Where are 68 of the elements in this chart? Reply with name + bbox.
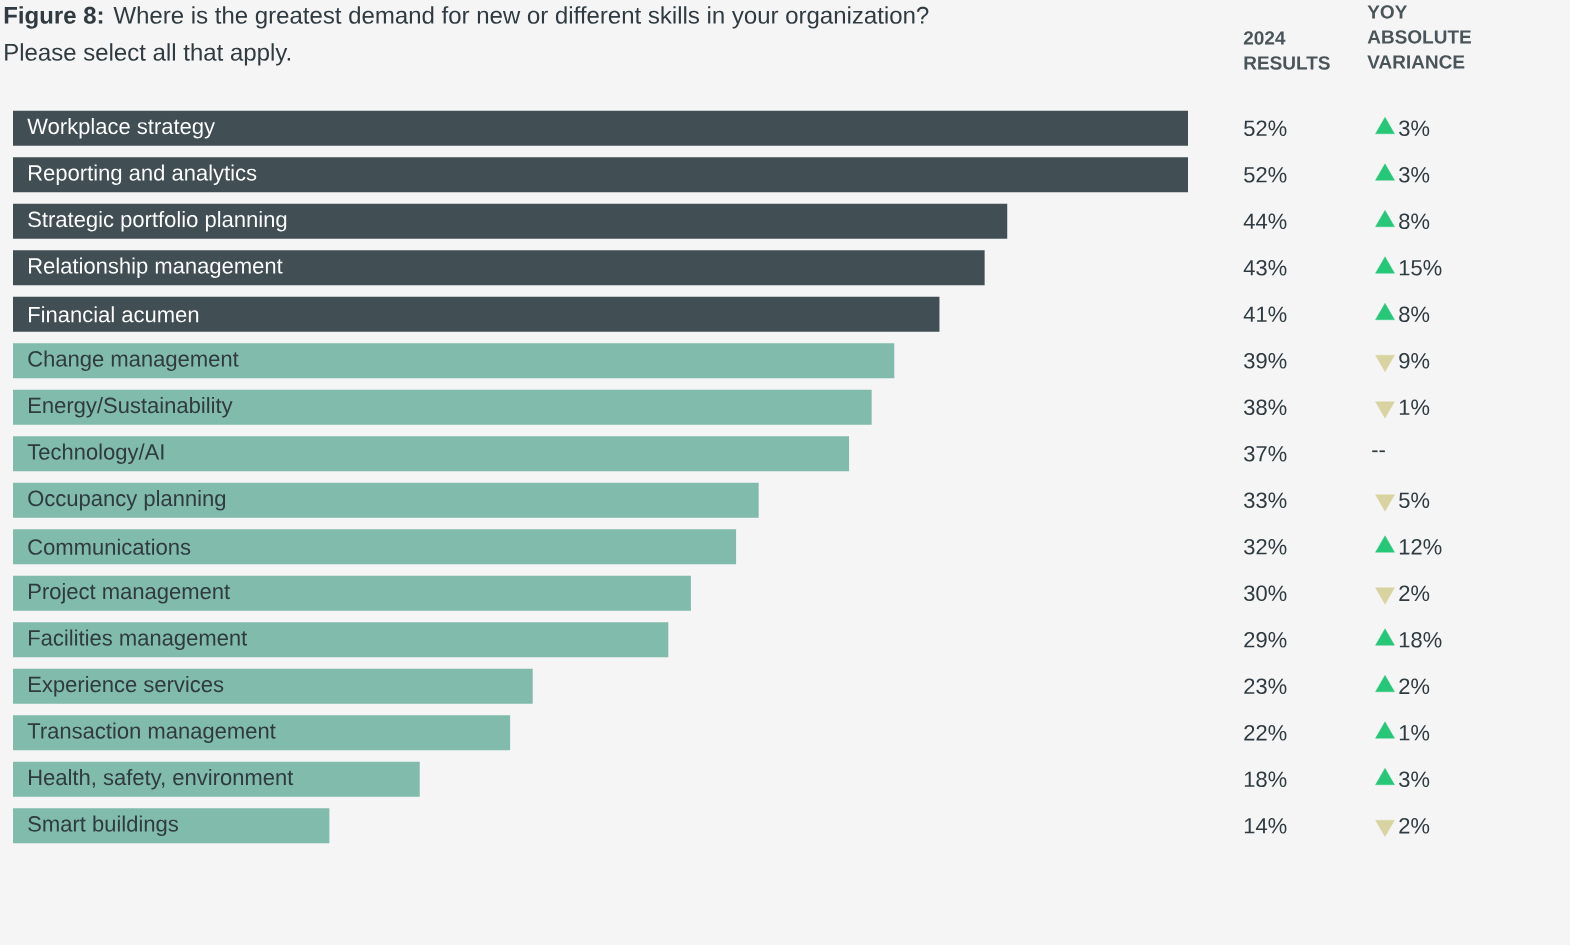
bar [13, 668, 533, 704]
category-label: Transaction management [27, 722, 276, 744]
data-label: 3% [1399, 166, 1430, 183]
data-label: 2% [1399, 585, 1430, 602]
data-label: 38% [1244, 399, 1287, 416]
data-label: 33% [1244, 492, 1287, 509]
category-label: Facilities management [29, 629, 248, 651]
data-label: 23% [1244, 678, 1287, 695]
text: YOY ABSOLUTE VARIANCE [1367, 5, 1471, 69]
data-label: 22% [1244, 725, 1287, 741]
category-label: Occupancy planning [28, 490, 226, 511]
bar [13, 529, 737, 565]
bar [13, 761, 420, 797]
category-label: Experience services [29, 676, 224, 697]
bar [13, 389, 872, 425]
data-label: 2% [1399, 818, 1430, 834]
data-label: 32% [1244, 538, 1287, 555]
category-label: Project management [29, 583, 230, 604]
category-label: Energy/Sustainability [29, 397, 233, 418]
data-label: 52% [1244, 166, 1287, 183]
data-label: 1% [1399, 399, 1430, 415]
data-label: 18% [1399, 631, 1442, 648]
data-label: 8% [1399, 306, 1430, 323]
data-label: 12% [1399, 539, 1442, 555]
bar [13, 808, 330, 844]
chart-title: Figure 8: Where is the greatest demand for new or different skills in your organization? [4, 6, 929, 29]
data-label: 18% [1244, 771, 1287, 788]
data-label: 3% [1399, 771, 1430, 788]
bar [13, 482, 759, 518]
data-label: 1% [1399, 725, 1430, 741]
category-label: Relationship management [29, 257, 283, 279]
text: 2024 RESULTS [1243, 31, 1330, 70]
data-label: 29% [1244, 631, 1287, 648]
category-label: Communications [28, 538, 191, 555]
data-label: 2% [1399, 678, 1430, 695]
data-label: 5% [1399, 492, 1430, 509]
category-label: Technology/AI [27, 443, 164, 465]
category-label: Reporting and analytics [29, 164, 257, 186]
data-label: 39% [1244, 352, 1287, 369]
chart-subtitle: Please select all that apply. [5, 43, 291, 66]
category-label: Financial acumen [29, 306, 199, 323]
category-label: Strategic portfolio planning [28, 211, 287, 232]
data-label: 14% [1244, 818, 1287, 834]
bar [13, 715, 511, 751]
bar [13, 203, 1008, 239]
data-label: -- [1372, 450, 1385, 453]
data-label: 9% [1399, 352, 1430, 369]
data-label: 52% [1244, 120, 1287, 137]
data-label: 37% [1244, 445, 1287, 462]
bar [13, 622, 669, 658]
category-label: Workplace strategy [27, 118, 216, 139]
bar [13, 343, 895, 379]
bar [13, 157, 1188, 193]
bar [13, 436, 850, 472]
category-label: Health, safety, environment [29, 769, 294, 790]
bar [13, 110, 1188, 146]
data-label: 3% [1399, 120, 1430, 137]
data-label: 41% [1243, 306, 1287, 322]
data-label: 30% [1244, 585, 1287, 602]
category-label: Smart buildings [28, 815, 178, 837]
data-label: 43% [1243, 259, 1287, 276]
bar [13, 296, 940, 332]
category-label: Change management [28, 350, 239, 372]
bar [13, 575, 691, 611]
data-label: 8% [1399, 213, 1430, 230]
data-label: 15% [1399, 260, 1442, 276]
data-label: 44% [1243, 213, 1287, 229]
bar [13, 250, 985, 286]
